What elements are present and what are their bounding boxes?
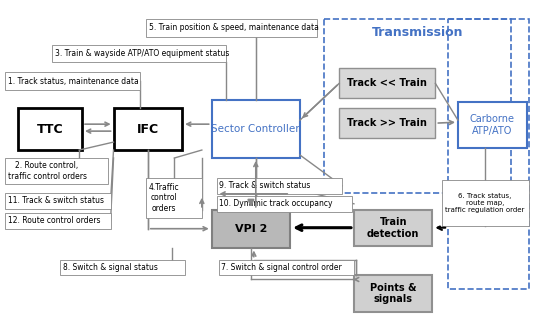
Bar: [339, 108, 435, 138]
Text: Train
detection: Train detection: [367, 217, 419, 238]
Bar: [146, 19, 317, 36]
Text: Points &
signals: Points & signals: [370, 283, 416, 304]
Text: 12. Route control orders: 12. Route control orders: [8, 216, 100, 225]
Text: Transmission: Transmission: [372, 26, 463, 39]
Text: 9. Track & switch status: 9. Track & switch status: [219, 181, 311, 190]
Text: 11. Track & switch status: 11. Track & switch status: [8, 196, 103, 205]
Bar: [4, 158, 108, 184]
Bar: [219, 260, 354, 276]
Text: 7. Switch & signal control order: 7. Switch & signal control order: [221, 263, 342, 272]
Text: Sector Controller: Sector Controller: [212, 124, 300, 134]
Bar: [59, 260, 185, 276]
Bar: [4, 213, 110, 229]
Bar: [217, 178, 342, 194]
Bar: [442, 180, 529, 226]
Text: 3. Train & wayside ATP/ATO equipment status: 3. Train & wayside ATP/ATO equipment sta…: [54, 49, 229, 58]
Bar: [52, 44, 226, 62]
Bar: [324, 19, 511, 193]
Bar: [354, 210, 432, 246]
Bar: [458, 102, 527, 148]
Text: IFC: IFC: [137, 123, 159, 136]
Bar: [18, 108, 82, 150]
Bar: [146, 178, 202, 218]
Text: Track >> Train: Track >> Train: [347, 118, 427, 128]
Bar: [114, 108, 182, 150]
Bar: [339, 68, 435, 98]
Text: 2. Route control,
traffic control orders: 2. Route control, traffic control orders: [8, 161, 86, 181]
Text: 1. Track status, maintenance data: 1. Track status, maintenance data: [8, 77, 138, 86]
Bar: [448, 19, 529, 289]
Text: 4.Traffic
control
orders: 4.Traffic control orders: [149, 183, 180, 213]
Bar: [354, 275, 432, 312]
Bar: [4, 193, 110, 209]
Text: 10. Dynamic track occupancy: 10. Dynamic track occupancy: [219, 199, 333, 208]
Bar: [217, 196, 352, 212]
Bar: [212, 100, 300, 158]
Bar: [212, 210, 290, 248]
Bar: [4, 72, 140, 90]
Text: TTC: TTC: [37, 123, 64, 136]
Text: VPI 2: VPI 2: [234, 224, 267, 234]
Text: 5. Train position & speed, maintenance data: 5. Train position & speed, maintenance d…: [149, 23, 319, 32]
Text: 8. Switch & signal status: 8. Switch & signal status: [63, 263, 157, 272]
Text: Track << Train: Track << Train: [347, 78, 427, 88]
Text: Carborne
ATP/ATO: Carborne ATP/ATO: [470, 114, 515, 136]
Text: 6. Track status,
route map,
traffic regulation order: 6. Track status, route map, traffic regu…: [445, 193, 524, 213]
